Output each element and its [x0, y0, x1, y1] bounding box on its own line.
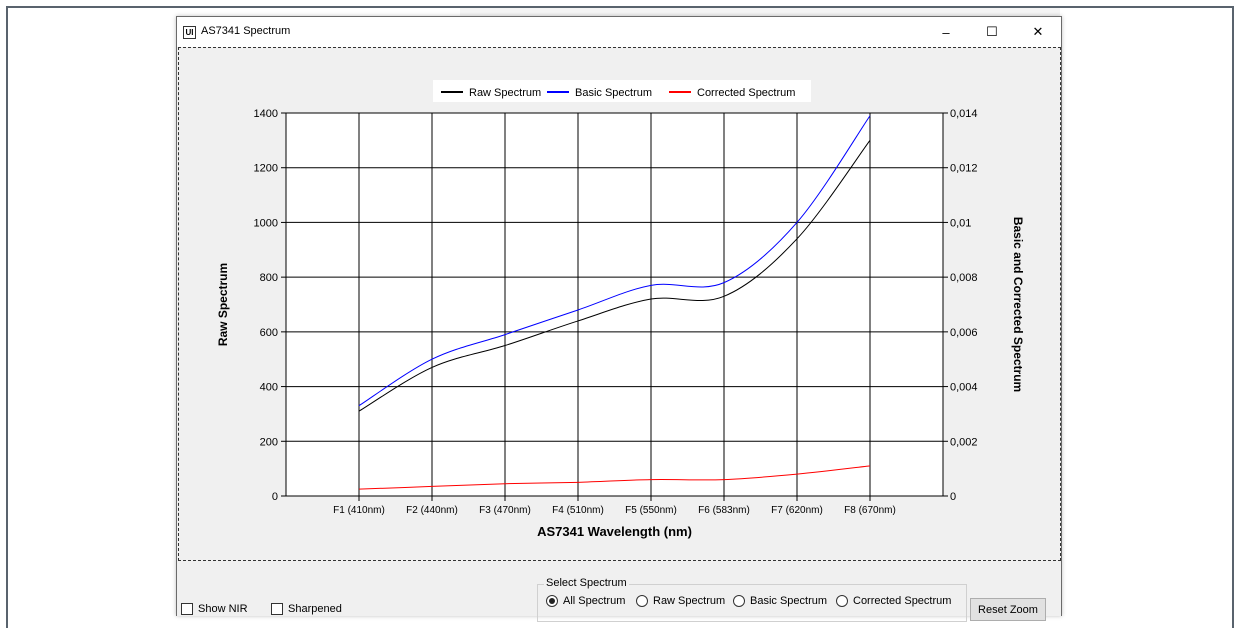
x-tick-label: F8 (670nm): [844, 505, 896, 516]
series-line-raw-spectrum: [358, 140, 871, 412]
radio-all-spectrum[interactable]: All Spectrum: [546, 595, 625, 607]
y-tick-label: 0: [272, 491, 278, 503]
spectrum-chart: 0 200 400 600 800 1000 1200 1400 0 0,002 0,004 0,00…: [216, 80, 1025, 539]
x-tick-label: F3 (470nm): [479, 505, 531, 516]
y2-tick-label: 0,01: [950, 217, 971, 229]
legend-label-basic-spectrum: Basic Spectrum: [575, 87, 652, 99]
radio-label: Raw Spectrum: [653, 595, 726, 607]
y2-tick-label: 0,002: [950, 436, 978, 448]
close-icon[interactable]: ✕: [1032, 24, 1044, 39]
reset-zoom-button[interactable]: Reset Zoom: [970, 598, 1046, 621]
y2-tick-label: 0,004: [950, 382, 978, 394]
y2-tick-label: 0,014: [950, 108, 978, 120]
sharpened-label: Sharpened: [288, 603, 342, 615]
radio-raw-spectrum[interactable]: Raw Spectrum: [636, 595, 725, 607]
legend-label-raw-spectrum: Raw Spectrum: [469, 87, 541, 99]
radio-basic-spectrum[interactable]: Basic Spectrum: [733, 595, 827, 607]
maximize-icon[interactable]: ☐: [986, 24, 998, 39]
background-window-strip: [460, 8, 1060, 16]
x-tick-label: F1 (410nm): [333, 505, 385, 516]
chart-panel[interactable]: 0 200 400 600 800 1000 1200 1400 0 0,002 0,004 0,00…: [178, 47, 1061, 561]
y-tick-label: 600: [260, 327, 278, 339]
y-tick-label: 1400: [254, 108, 278, 120]
window-title: AS7341 Spectrum: [201, 25, 291, 37]
show-nir-checkbox[interactable]: Show NIR: [181, 603, 248, 615]
y-tick-label: 400: [260, 382, 278, 394]
y-axis-title: Raw Spectrum: [216, 263, 230, 346]
show-nir-label: Show NIR: [198, 603, 248, 615]
y-tick-label: 1200: [254, 163, 278, 175]
y2-tick-label: 0,012: [950, 163, 978, 175]
y-tick-label: 800: [260, 272, 278, 284]
y2-tick-label: 0,006: [950, 327, 978, 339]
controls-bar: Show NIR Sharpened Select Spectrum All S…: [177, 561, 1061, 622]
radio-label: Corrected Spectrum: [853, 595, 952, 607]
x-tick-label: F5 (550nm): [625, 505, 677, 516]
legend-label-corrected-spectrum: Corrected Spectrum: [697, 87, 795, 99]
series-line-basic-spectrum: [358, 115, 871, 407]
show-nir-checkbox-box[interactable]: [181, 603, 193, 615]
x-axis-title: AS7341 Wavelength (nm): [537, 524, 692, 539]
title-bar[interactable]: UI AS7341 Spectrum – ☐ ✕: [177, 17, 1061, 47]
select-spectrum-title: Select Spectrum: [544, 577, 629, 589]
sharpened-checkbox[interactable]: Sharpened: [271, 603, 342, 615]
radio-corrected-spectrum-dot[interactable]: [836, 595, 848, 607]
minimize-icon[interactable]: –: [942, 24, 950, 40]
y-tick-label: 200: [260, 436, 278, 448]
radio-label: Basic Spectrum: [750, 595, 828, 607]
radio-all-spectrum-dot[interactable]: [546, 595, 558, 607]
radio-basic-spectrum-dot[interactable]: [733, 595, 745, 607]
spectrum-window: UI AS7341 Spectrum – ☐ ✕ 0 200 400 600 800 10…: [176, 16, 1062, 622]
series-line-corrected-spectrum: [358, 465, 871, 490]
y2-axis-title: Basic and Corrected Spectrum: [1011, 217, 1025, 392]
radio-corrected-spectrum[interactable]: Corrected Spectrum: [836, 595, 951, 607]
radio-raw-spectrum-dot[interactable]: [636, 595, 648, 607]
y2-tick-label: 0: [950, 491, 956, 503]
x-tick-label: F6 (583nm): [698, 505, 750, 516]
radio-label: All Spectrum: [563, 595, 626, 607]
select-spectrum-group: Select Spectrum All Spectrum Raw Spectru…: [537, 577, 967, 622]
sharpened-checkbox-box[interactable]: [271, 603, 283, 615]
x-tick-label: F4 (510nm): [552, 505, 604, 516]
x-tick-label: F7 (620nm): [771, 505, 823, 516]
y2-tick-label: 0,008: [950, 272, 978, 284]
app-icon: UI: [183, 26, 196, 39]
x-tick-label: F2 (440nm): [406, 505, 458, 516]
plot-area: [286, 113, 943, 496]
desktop-frame: [6, 6, 1234, 628]
legend-box: [433, 80, 811, 102]
y-tick-label: 1000: [254, 217, 278, 229]
